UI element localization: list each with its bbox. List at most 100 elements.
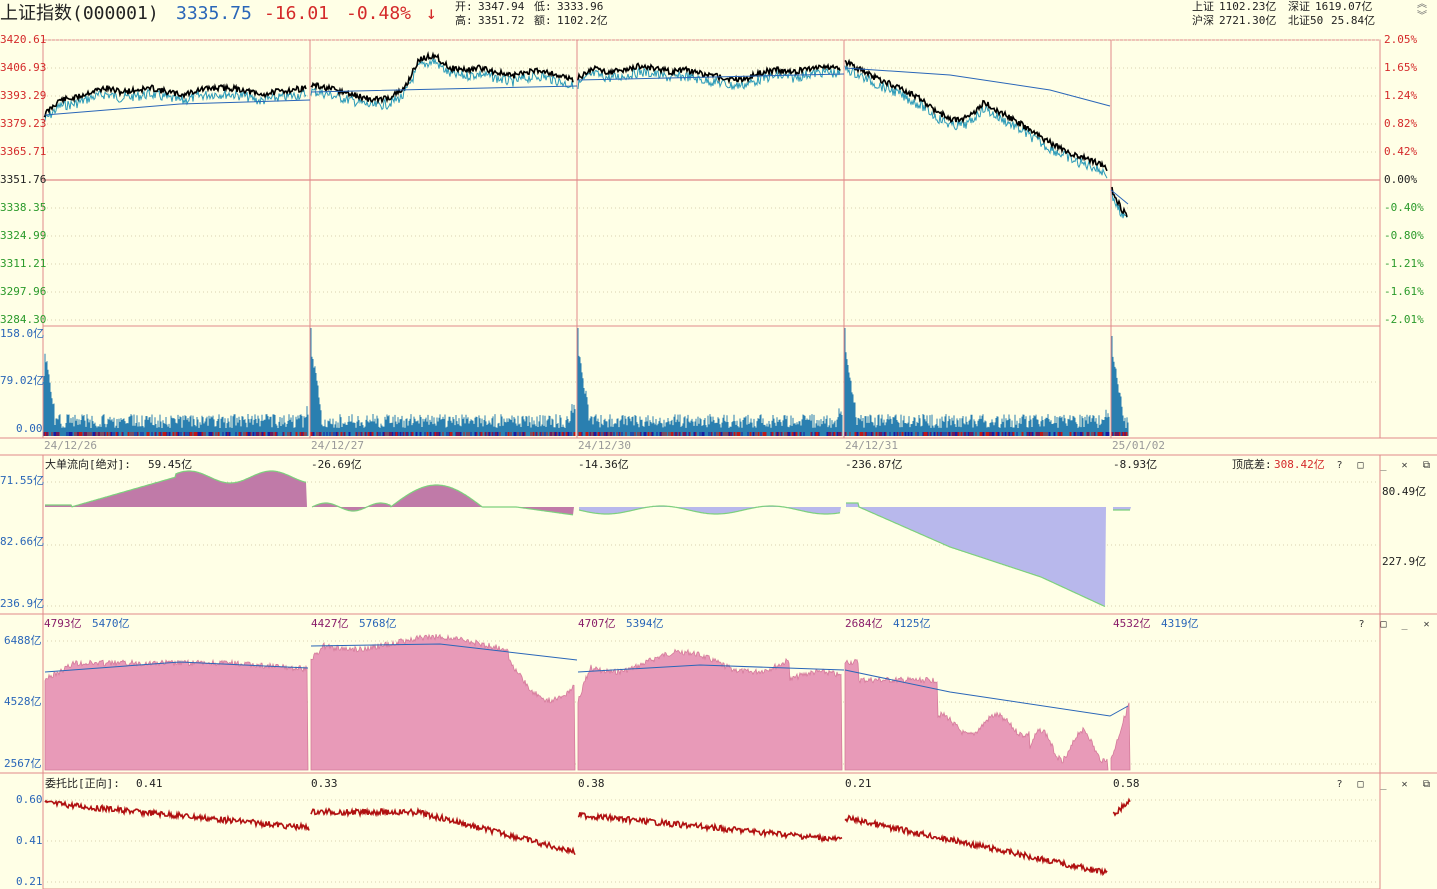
minimize-button[interactable]: _ bbox=[1380, 779, 1387, 790]
minimize-button[interactable]: _ bbox=[1380, 460, 1387, 471]
collapse-icon[interactable]: ︽ bbox=[1417, 0, 1427, 10]
commission-line bbox=[844, 814, 1108, 877]
pct-axis-label: 0.82% bbox=[1384, 117, 1418, 130]
commission-line bbox=[44, 799, 310, 832]
price-axis-label: 3365.71 bbox=[0, 145, 47, 158]
buysell-area bbox=[844, 658, 1109, 771]
flow-area bbox=[1113, 507, 1131, 510]
flow-line bbox=[311, 484, 574, 516]
price-axis-label: 3406.93 bbox=[0, 61, 47, 74]
sell-amount: 4319亿 bbox=[1161, 617, 1199, 630]
pct-axis-label: -0.80% bbox=[1384, 229, 1424, 242]
popout-button[interactable]: ⧉ bbox=[1422, 779, 1431, 790]
pct-axis-label: 2.05% bbox=[1384, 33, 1418, 46]
high-label: 高: bbox=[455, 14, 473, 27]
flow-area bbox=[579, 506, 841, 514]
buysell-area bbox=[44, 658, 309, 771]
sell-amount: 5470亿 bbox=[92, 617, 130, 630]
high-value: 3351.72 bbox=[478, 14, 525, 27]
cyan-line bbox=[844, 65, 1108, 179]
price-axis-label: 3338.35 bbox=[0, 201, 47, 214]
price-axis-label: 3284.30 bbox=[0, 313, 47, 326]
amount-value: 1102.2亿 bbox=[557, 14, 608, 27]
date-label: 24/12/30 bbox=[578, 439, 631, 452]
pct-axis-label: -0.40% bbox=[1384, 201, 1424, 214]
buysell-axis-label: 4528亿 bbox=[4, 695, 42, 708]
sell-amount: 4125亿 bbox=[893, 617, 931, 630]
price-axis-label: 3297.96 bbox=[0, 285, 47, 298]
open-value: 3347.94 bbox=[478, 0, 525, 13]
market-sh-label: 上证 bbox=[1192, 0, 1214, 13]
panel-frame bbox=[42, 39, 1381, 327]
cyan-line bbox=[310, 57, 574, 111]
buy-amount: 4707亿 bbox=[578, 617, 616, 630]
current-price: 3335.75 bbox=[176, 3, 252, 24]
expand-icon[interactable]: ︾ bbox=[1417, 11, 1427, 22]
close-button[interactable]: ✕ bbox=[1423, 619, 1430, 630]
pct-axis-label: -1.21% bbox=[1384, 257, 1424, 270]
price-axis-label: 3311.21 bbox=[0, 257, 47, 270]
price-axis-label: 3351.76 bbox=[0, 173, 47, 186]
sell-amount: 5394亿 bbox=[626, 617, 664, 630]
popout-button[interactable]: ⧉ bbox=[1422, 460, 1431, 471]
market-sh-value: 1102.23亿 bbox=[1219, 0, 1277, 13]
market-hs-label: 沪深 bbox=[1192, 14, 1214, 27]
minimize-button[interactable]: _ bbox=[1401, 619, 1408, 630]
price-axis-label: 3420.61 bbox=[0, 33, 47, 46]
market-bz50-label: 北证50 bbox=[1288, 14, 1324, 27]
buysell-area bbox=[310, 633, 576, 771]
maximize-button[interactable]: □ bbox=[1357, 460, 1364, 471]
help-button[interactable]: ? bbox=[1336, 779, 1343, 790]
bigorder-title: 大单流向[绝对]: bbox=[45, 458, 131, 471]
buysell-avg-line bbox=[44, 643, 1129, 717]
close-button[interactable]: ✕ bbox=[1401, 460, 1408, 471]
commission-day-value: 0.33 bbox=[311, 777, 338, 790]
help-button[interactable]: ? bbox=[1358, 619, 1365, 630]
flow-line bbox=[578, 505, 841, 515]
market-bz50-value: 25.84亿 bbox=[1331, 14, 1376, 27]
pct-axis-label: 1.24% bbox=[1384, 89, 1418, 102]
amount-label: 额: bbox=[534, 14, 552, 27]
date-label: 24/12/31 bbox=[845, 439, 898, 452]
commission-line bbox=[1112, 797, 1131, 817]
price-line bbox=[844, 58, 1108, 172]
flow-area bbox=[45, 471, 307, 507]
sell-amount: 5768亿 bbox=[359, 617, 397, 630]
pct-axis-label: -2.01% bbox=[1384, 313, 1424, 326]
price-axis-label: 3324.99 bbox=[0, 229, 47, 242]
buysell-axis-label: 6488亿 bbox=[4, 634, 42, 647]
bigorder-day-value: -26.69亿 bbox=[311, 458, 362, 471]
close-button[interactable]: ✕ bbox=[1401, 779, 1408, 790]
commission-day-value: 0.21 bbox=[845, 777, 872, 790]
buysell-axis-label: 2567亿 bbox=[4, 757, 42, 770]
volume-axis-mid: 79.02亿 bbox=[0, 374, 45, 387]
panel-frame bbox=[42, 772, 1381, 889]
avg-price-line bbox=[1110, 189, 1129, 205]
commission-axis-label: 0.60 bbox=[16, 793, 43, 806]
price-line bbox=[310, 51, 574, 105]
top-bottom-diff-value: 308.42亿 bbox=[1274, 458, 1325, 471]
bigorder-axis-label: 236.9亿 bbox=[0, 597, 45, 610]
commission-line bbox=[310, 806, 576, 856]
date-label: 24/12/27 bbox=[311, 439, 364, 452]
low-value: 3333.96 bbox=[557, 0, 604, 13]
avg-price-line bbox=[44, 67, 1111, 116]
buy-amount: 4793亿 bbox=[44, 617, 82, 630]
maximize-button[interactable]: □ bbox=[1357, 779, 1364, 790]
price-line bbox=[577, 62, 841, 85]
price-axis-label: 3393.29 bbox=[0, 89, 47, 102]
bigorder-right-label: 80.49亿 bbox=[1382, 485, 1427, 498]
date-label: 25/01/02 bbox=[1112, 439, 1165, 452]
bigorder-day-value: -8.93亿 bbox=[1113, 458, 1158, 471]
volume-axis-zero: 0.00 bbox=[16, 422, 43, 435]
maximize-button[interactable]: □ bbox=[1380, 619, 1387, 630]
buy-amount: 2684亿 bbox=[845, 617, 883, 630]
help-button[interactable]: ? bbox=[1336, 460, 1343, 471]
date-label: 24/12/26 bbox=[44, 439, 97, 452]
bigorder-day-value: -236.87亿 bbox=[845, 458, 903, 471]
flow-line bbox=[846, 502, 1106, 608]
commission-title: 委托比[正向]: bbox=[45, 777, 120, 790]
market-sz-label: 深证 bbox=[1288, 0, 1310, 13]
commission-day-value: 0.58 bbox=[1113, 777, 1140, 790]
